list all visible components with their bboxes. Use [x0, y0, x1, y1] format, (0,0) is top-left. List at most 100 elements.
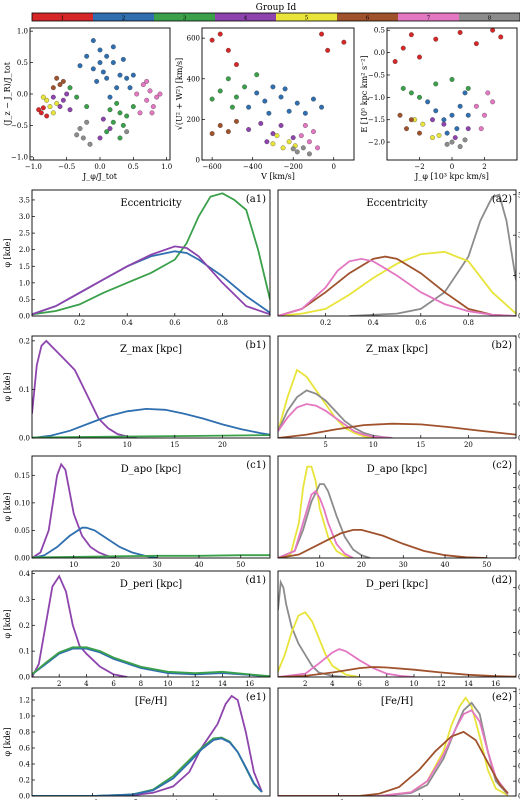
y-tick-label: 0.12	[518, 470, 520, 478]
scatter-point	[319, 31, 325, 37]
scatter-point	[97, 135, 103, 141]
x-tick-label: 15	[170, 441, 179, 449]
kde-curve	[32, 647, 270, 677]
scatter-point	[286, 108, 292, 114]
plot-frame	[277, 455, 517, 559]
kde-curves	[278, 465, 487, 558]
scatter-point	[110, 44, 116, 50]
y-tick-label: 1.0	[19, 279, 30, 287]
scatter-point	[417, 94, 422, 100]
colorbar-swatch	[459, 13, 520, 21]
scatter-point	[319, 104, 325, 110]
scatter-point	[341, 39, 347, 45]
x-tick-label: 0.2	[74, 319, 85, 327]
scatter-point	[280, 145, 286, 151]
y-tick-label: 0.1	[518, 401, 520, 409]
y-tick-label: 1.7	[518, 272, 520, 280]
y-axis-label: φ [kde]	[3, 372, 12, 401]
scatter-point	[104, 53, 110, 59]
x-tick-label: 5	[77, 441, 81, 449]
y-tick-label: 1.5	[19, 263, 30, 271]
colorbar-swatch	[215, 13, 276, 21]
plot-frame	[31, 570, 271, 678]
scatter-point	[392, 59, 398, 65]
scatter-point	[114, 100, 120, 106]
scatter-point	[209, 37, 215, 43]
x-tick-label: 5	[323, 441, 327, 449]
panel-title: D_peri [kpc]	[120, 579, 182, 590]
y-tick-label: 0.6	[518, 607, 520, 615]
scatter-point	[266, 110, 272, 116]
y-tick-label: 0.8	[19, 729, 30, 737]
x-tick-label: 1.0	[161, 163, 172, 171]
scatter-point	[485, 90, 491, 96]
x-tick-label: 0.4	[368, 319, 380, 327]
colorbar-tick-label: 8	[488, 16, 492, 22]
scatter-points	[392, 28, 504, 150]
kde-curves	[32, 339, 270, 438]
scatter-point	[457, 30, 463, 35]
plot-frame	[277, 335, 517, 439]
kde-curve	[278, 489, 354, 558]
panel-label: (c1)	[246, 460, 266, 471]
y-tick-label: 0.2	[19, 337, 30, 345]
scatter-point	[311, 96, 316, 102]
y-tick-label: 0.2	[518, 651, 520, 659]
x-tick-label: 16	[245, 680, 254, 688]
kde-curve	[32, 574, 128, 677]
y-tick-label: 5.1	[518, 191, 520, 199]
kde-curve	[32, 694, 263, 796]
kde-curves	[278, 696, 509, 796]
scatter-point	[234, 62, 239, 68]
scatter-point	[104, 75, 110, 81]
scatter-point	[397, 112, 403, 118]
scatter-point	[100, 116, 106, 122]
x-tick-label: 15	[416, 441, 425, 449]
x-tick-label: 4	[84, 680, 89, 688]
y-tick-label: 0.0	[518, 313, 520, 321]
y-tick-label: 0.00	[14, 555, 30, 563]
scatter-point	[234, 94, 239, 100]
scatter-point	[465, 126, 471, 132]
panel-e1: [Fe/H](e1)−6−5−4−30.00.20.40.60.81.01.2φ…	[3, 687, 271, 800]
kde-curve	[278, 389, 393, 438]
scatter-point	[498, 34, 504, 40]
scatter-point	[408, 90, 414, 96]
kde-curve	[32, 245, 270, 316]
y-tick-label: 1.2	[19, 697, 30, 705]
scatter-point	[120, 122, 126, 128]
y-axis-label: φ [kde]	[3, 492, 12, 521]
scatter-point	[47, 104, 53, 110]
scatter-point	[433, 81, 439, 87]
scatter-point	[134, 91, 140, 97]
scatter-point	[478, 126, 484, 132]
scatter-point	[40, 105, 46, 111]
scatter-point	[54, 75, 60, 81]
scatter-point	[107, 126, 113, 132]
scatter-point	[217, 31, 223, 37]
scatter-point	[50, 94, 56, 100]
scatter-point	[242, 84, 248, 90]
colorbar-swatch	[398, 13, 459, 21]
y-tick-label: 0.4	[518, 763, 520, 771]
y-tick-label: 200	[187, 116, 200, 124]
scatter-point	[264, 139, 270, 145]
scatter-point	[274, 133, 280, 139]
scatter-point	[74, 94, 80, 100]
x-tick-label: −200	[284, 163, 303, 171]
x-tick-label: 20	[464, 441, 473, 449]
scatter-point	[57, 82, 63, 88]
colorbar-swatch	[337, 13, 398, 21]
x-tick-label: 6	[357, 680, 362, 688]
panel-title: D_apo [kpc]	[367, 464, 428, 475]
x-tick-label: 20	[218, 441, 227, 449]
plot-frame	[277, 189, 517, 317]
scatter-point	[44, 97, 50, 103]
scatter-point	[110, 119, 116, 125]
panel-d1: D_peri [kpc] (d1) 2 4 6 8 10 12 14 16 0.0 0.1 0.2 0.3…	[3, 570, 271, 688]
scatter-point	[154, 94, 160, 100]
y-tick-label: 400	[187, 75, 200, 83]
panel-label: (c2)	[492, 460, 512, 471]
y-tick-label: 0.8	[518, 584, 520, 592]
scatter-point	[404, 126, 409, 132]
